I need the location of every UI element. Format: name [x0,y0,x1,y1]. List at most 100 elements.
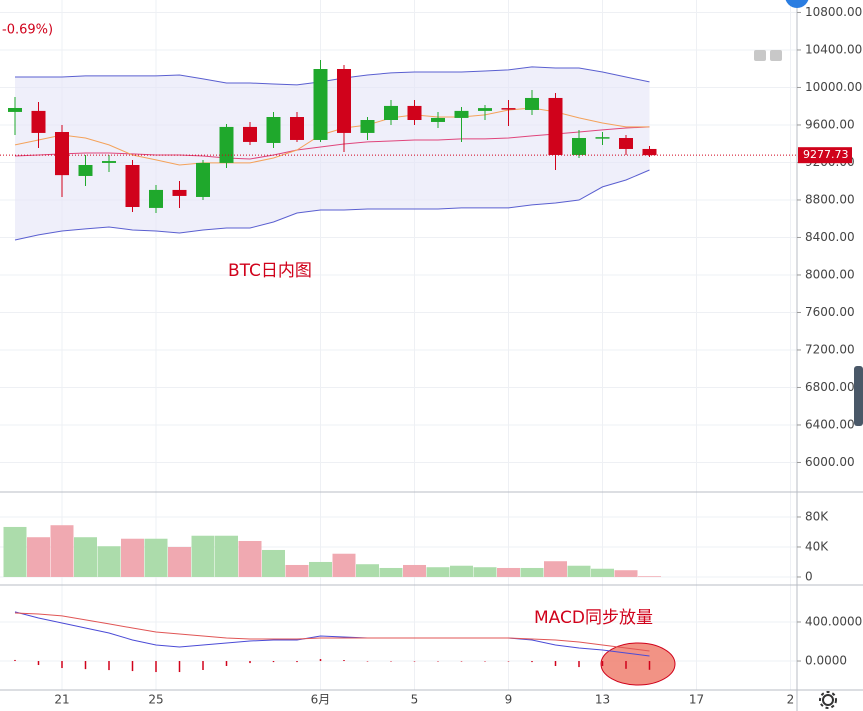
histogram-bar [484,661,486,662]
candle-body [525,97,539,110]
histogram-bar [14,659,16,662]
candle-body [149,189,163,208]
candle-body [431,117,445,122]
histogram-bar [272,661,275,663]
candle-body [78,165,93,176]
volume-bar [74,537,97,577]
y-tick-label: 6800.00 [805,380,855,394]
histogram-bar [507,661,510,662]
histogram-bar [343,660,345,662]
x-tick-label: 5 [411,693,419,707]
histogram-bar [625,661,627,669]
histogram-bar [366,661,369,662]
candle-body [172,189,187,196]
histogram-bar [225,661,228,666]
candle-body [478,108,492,111]
candle-body [31,110,46,133]
candle-body [454,110,469,118]
histogram-bar [249,661,251,664]
histogram-bar [601,661,604,666]
settings-gear[interactable] [819,691,837,709]
y-tick-label: 40K [805,539,829,553]
highlight [600,642,676,686]
histogram-bar [413,661,416,662]
volume-bar [121,538,144,577]
y-tick-label: 9600.00 [805,117,855,131]
histogram-bar [578,661,580,668]
macd-line [14,611,650,657]
histogram-bar [84,661,87,670]
y-tick-label: 7200.00 [805,342,855,356]
y-tick-label: 7600.00 [805,305,855,319]
x-tick-label: 9 [505,693,513,707]
histogram-bar [61,661,63,669]
histogram-bar [108,661,110,671]
y-tick-label: 10400.00 [805,42,862,56]
x-tick-label: 2 [787,693,795,707]
volume-bar [144,538,168,577]
histogram-bar [648,661,651,670]
volume-bar [638,576,661,577]
volume-bar [544,561,567,577]
collapse-button[interactable] [754,50,766,61]
histogram-bar [202,661,204,670]
candle-body [619,138,633,149]
volume-bar [97,546,121,577]
expand-button[interactable] [770,50,782,61]
volume-bar [426,567,450,577]
volume-bar [215,535,238,577]
candle-body [125,165,140,207]
volume-bar [262,549,285,577]
volume-bar [403,564,426,577]
y-tick-label: 0.0000 [805,654,847,668]
volume-bar [50,525,74,577]
candle-body [243,126,257,142]
indicator-line [14,126,650,160]
macd-line [14,612,650,652]
histogram-bar [131,661,134,672]
plot [0,60,797,686]
change-text: -0.69%) [2,23,53,38]
volume-bar [238,540,262,577]
volume-bar [567,565,591,577]
candle-body [290,117,304,140]
x-tick-label: 17 [689,693,704,707]
indicator-line [14,169,650,241]
indicator-line [14,107,650,166]
volume-bar [332,553,356,577]
candle-body [360,120,375,133]
last-price-box [798,147,852,164]
histogram-bar [37,661,40,666]
histogram-bar [390,661,392,662]
histogram-bar [319,659,322,662]
indicator-line [15,66,650,86]
candle-body [219,126,234,163]
y-tick-label: 10800.00 [805,5,862,19]
candle-body [548,97,563,155]
volume-bar [497,567,520,577]
y-tick-label: 0 [805,569,813,583]
candle-body [8,108,22,112]
x-tick-label: 13 [595,693,610,707]
volume-bar [520,567,544,577]
x-tick-label: 25 [148,693,163,707]
histogram-bar [531,661,533,663]
y-tick-label: 80K [805,509,829,523]
annotation: MACD同步放量 [534,608,653,628]
candle-body [572,138,586,155]
histogram-bar [155,661,157,673]
y-tick-label: 6400.00 [805,417,855,431]
y-tick-label: 6000.00 [805,455,855,469]
histogram-bar [296,661,298,663]
y-tick-label: 8400.00 [805,230,855,244]
volume-bar [309,561,332,577]
volume-bar [168,546,191,577]
scroll-handle[interactable] [854,366,863,426]
histogram-bar [460,661,463,662]
volume-bar [450,565,473,577]
volume-bar [3,526,27,577]
y-tick-label: 8800.00 [805,192,855,206]
candle-body [407,105,422,120]
volume-bar [356,564,379,577]
